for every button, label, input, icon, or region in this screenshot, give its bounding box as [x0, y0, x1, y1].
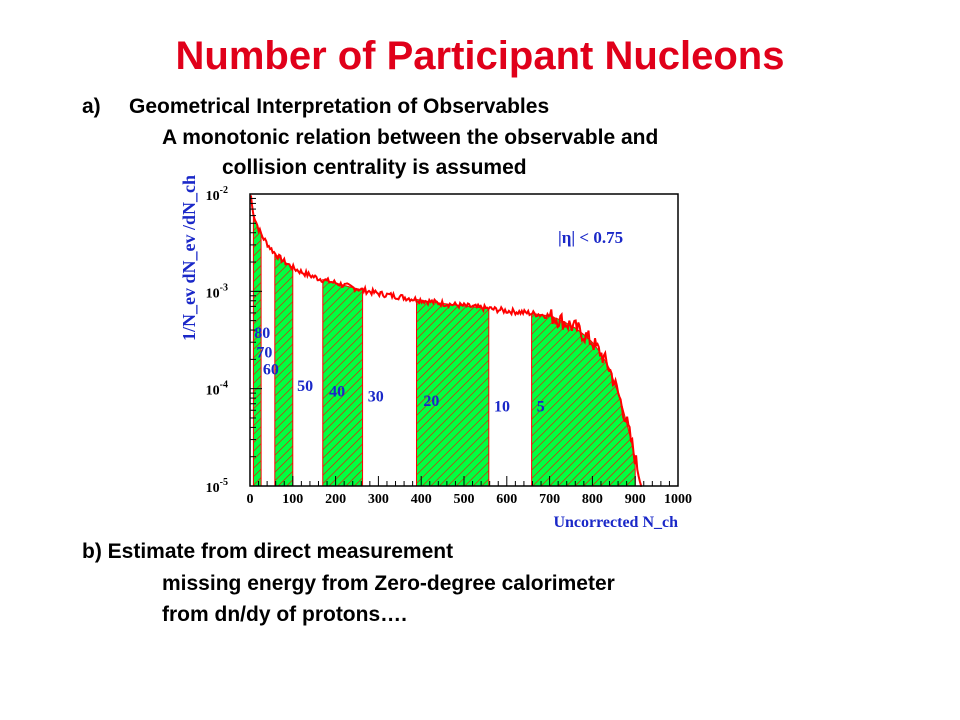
section-b-line2: from dn/dy of protons….	[162, 603, 407, 626]
x-tick-label: 900	[625, 492, 646, 507]
centrality-label-60: 60	[263, 361, 279, 378]
y-tick-label: 10-5	[206, 477, 228, 496]
section-a-line2: collision centrality is assumed	[222, 156, 527, 179]
y-tick-label: 10-2	[206, 185, 228, 204]
x-axis-label: Uncorrected N_ch	[553, 514, 678, 531]
section-a-heading: Geometrical Interpretation of Observable…	[129, 95, 550, 118]
section-b-line1: missing energy from Zero-degree calorime…	[162, 572, 615, 595]
x-tick-label: 500	[454, 492, 475, 507]
x-tick-label: 0	[247, 492, 254, 507]
section-b-heading: b) Estimate from direct measurement	[82, 540, 454, 563]
x-tick-label: 100	[282, 492, 303, 507]
y-tick-label: 10-4	[206, 380, 228, 399]
centrality-label-5: 5	[537, 399, 545, 416]
x-tick-label: 400	[411, 492, 432, 507]
y-tick-label: 10-3	[206, 282, 228, 301]
x-tick-label: 700	[539, 492, 560, 507]
centrality-label-10: 10	[494, 399, 510, 416]
x-tick-label: 800	[582, 492, 603, 507]
slide-title: Number of Participant Nucleons	[175, 34, 785, 78]
centrality-label-70: 70	[256, 344, 272, 361]
centrality-label-30: 30	[368, 388, 384, 405]
x-tick-label: 300	[368, 492, 389, 507]
eta-annotation: |η| < 0.75	[558, 228, 623, 247]
x-tick-label: 1000	[664, 492, 692, 507]
centrality-label-80: 80	[254, 325, 270, 342]
centrality-label-20: 20	[423, 393, 439, 410]
centrality-label-40: 40	[329, 384, 345, 401]
centrality-label-50: 50	[297, 378, 313, 395]
x-tick-label: 200	[325, 492, 346, 507]
section-a-line1: A monotonic relation between the observa…	[162, 126, 659, 149]
x-tick-label: 600	[496, 492, 517, 507]
section-a-label: a)	[82, 95, 101, 118]
distribution-curve	[249, 195, 643, 487]
y-axis-label: 1/N_ev dN_ev /dN_ch	[179, 175, 199, 341]
